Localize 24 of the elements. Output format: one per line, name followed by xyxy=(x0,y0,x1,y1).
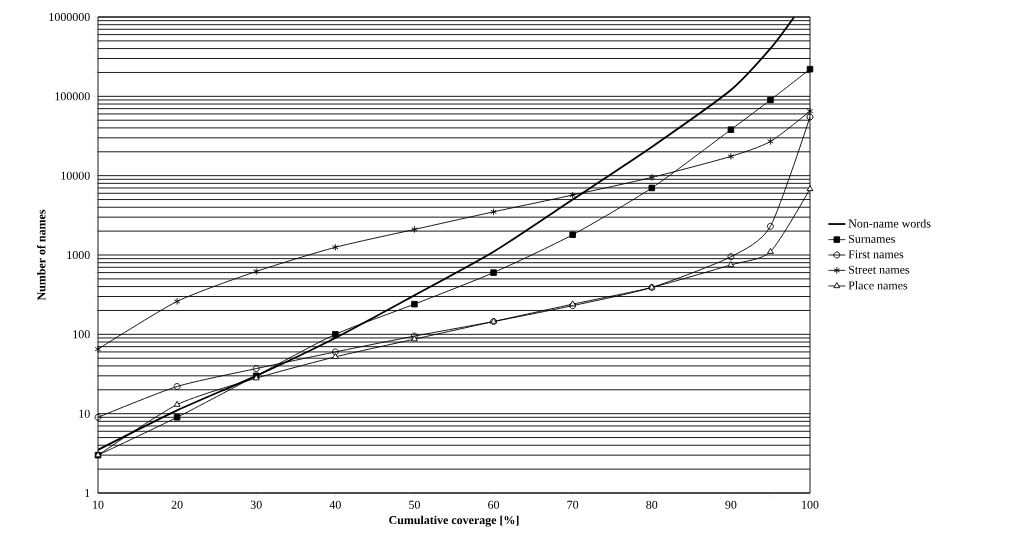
y-tick-label: 1000000 xyxy=(49,12,90,22)
y-tick-label: 1000 xyxy=(67,250,90,260)
x-tick-label: 70 xyxy=(567,500,579,509)
x-tick-label: 90 xyxy=(725,500,737,509)
legend-label: Street names xyxy=(849,265,910,274)
legend-label: First names xyxy=(848,250,904,259)
y-tick-label: 10000 xyxy=(61,171,90,180)
x-tick-label: 60 xyxy=(488,500,500,509)
x-tick-label: 40 xyxy=(329,500,341,509)
legend-label: Non-name words xyxy=(848,219,931,228)
x-axis-title: Cumulative coverage [%] xyxy=(389,515,519,527)
x-tick-label: 10 xyxy=(93,500,104,509)
x-tick-label: 20 xyxy=(171,500,183,509)
x-tick-label: 100 xyxy=(802,500,819,509)
y-tick-label: 100000 xyxy=(55,92,90,101)
legend-label: Place names xyxy=(848,281,908,290)
y-axis-title: Number of names xyxy=(36,209,46,301)
y-tick-label: 10 xyxy=(79,409,90,418)
y-tick-label: 1 xyxy=(85,489,90,497)
legend-label: Surnames xyxy=(849,234,895,243)
x-tick-label: 50 xyxy=(409,500,420,509)
x-tick-label: 30 xyxy=(250,500,262,509)
x-tick-label: 80 xyxy=(646,500,658,509)
y-tick-label: 100 xyxy=(73,330,90,339)
